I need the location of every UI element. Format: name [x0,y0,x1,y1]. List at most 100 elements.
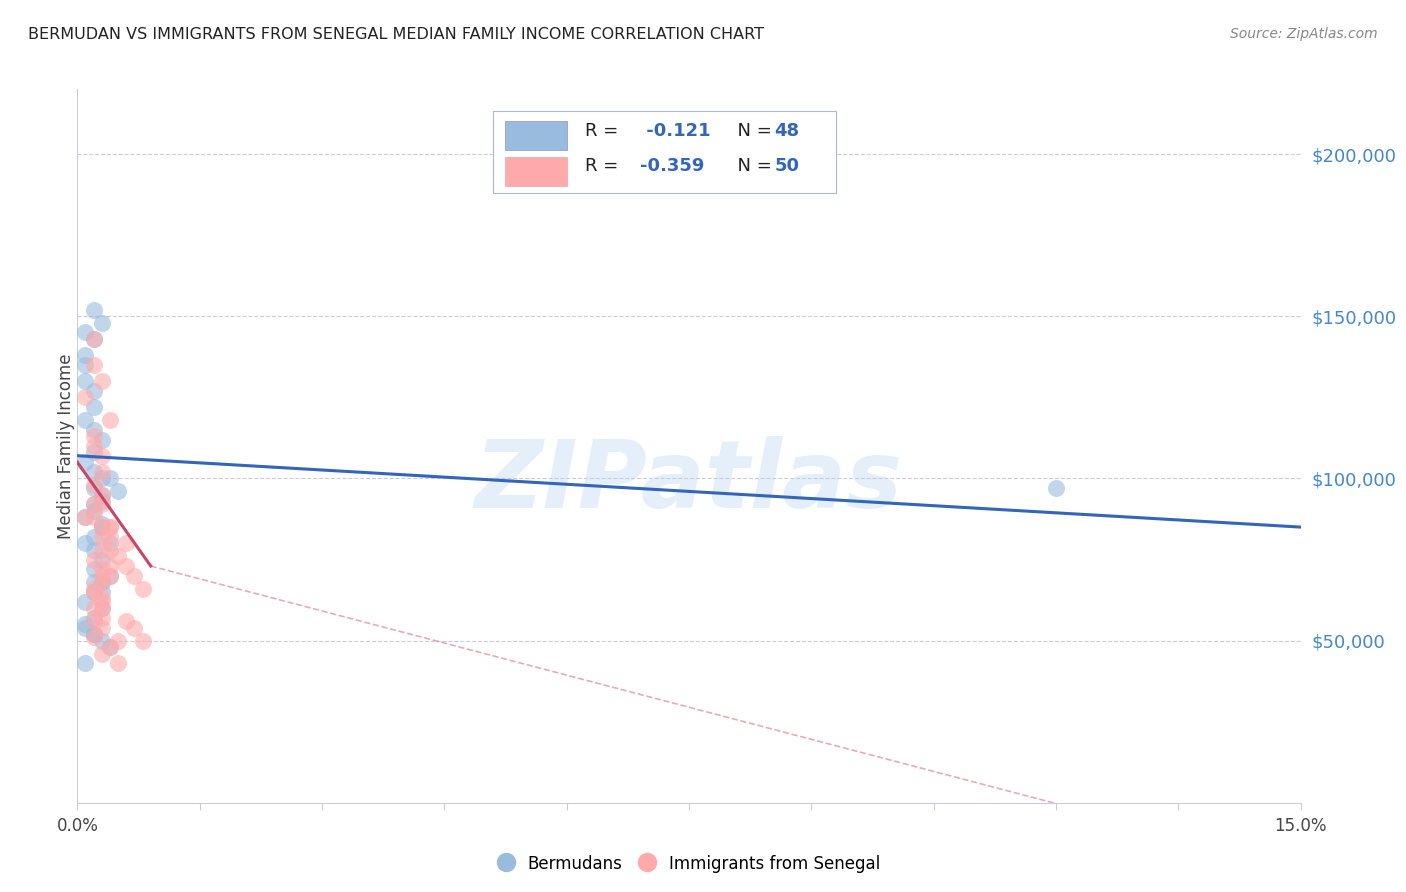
Point [90,488,112,502]
Point [83,627,105,641]
Point [124,568,146,582]
Point [115,614,138,628]
Point [107,549,129,564]
Point [90,542,112,557]
Point [83,429,105,443]
Point [115,536,138,550]
Point [115,559,138,574]
Point [83,510,105,524]
Point [90,449,112,463]
Point [90,621,112,635]
Point [90,601,112,615]
Text: R =: R = [585,157,624,175]
Point [124,621,146,635]
Point [90,530,112,544]
Point [75,455,97,469]
Point [90,433,112,447]
Point [83,627,105,641]
Legend: Bermudans, Immigrants from Senegal: Bermudans, Immigrants from Senegal [491,848,887,880]
Point [90,575,112,590]
Point [90,494,112,508]
Point [83,465,105,479]
Point [83,302,105,317]
Point [83,611,105,625]
Point [98,530,121,544]
Point [83,575,105,590]
Point [98,536,121,550]
Point [90,374,112,388]
Point [107,633,129,648]
Point [90,471,112,485]
Point [83,552,105,566]
Point [83,400,105,414]
Point [83,478,105,492]
Point [75,358,97,372]
Point [75,374,97,388]
Point [83,585,105,599]
Point [98,520,121,534]
Point [98,413,121,427]
Point [90,601,112,615]
Point [75,617,97,632]
Bar [506,121,567,150]
Point [83,358,105,372]
Text: -0.359: -0.359 [640,157,704,175]
Text: ZIPatlas: ZIPatlas [475,435,903,528]
Point [90,633,112,648]
Point [75,657,97,671]
Point [131,582,153,596]
Text: -0.121: -0.121 [640,121,710,139]
Point [90,575,112,590]
Text: BERMUDAN VS IMMIGRANTS FROM SENEGAL MEDIAN FAMILY INCOME CORRELATION CHART: BERMUDAN VS IMMIGRANTS FROM SENEGAL MEDI… [28,27,763,42]
Text: R =: R = [585,121,624,139]
Y-axis label: Median Family Income: Median Family Income [58,353,75,539]
Point [90,595,112,609]
Point [75,621,97,635]
Point [90,497,112,511]
Point [75,413,97,427]
Point [98,559,121,574]
Point [75,510,97,524]
Point [107,484,129,499]
Point [90,488,112,502]
Point [107,657,129,671]
Point [83,481,105,495]
Point [83,614,105,628]
Point [83,542,105,557]
Point [83,504,105,518]
Point [75,510,97,524]
Point [83,384,105,398]
Text: Source: ZipAtlas.com: Source: ZipAtlas.com [1230,27,1378,41]
Point [83,497,105,511]
Point [98,568,121,582]
Point [131,633,153,648]
Point [75,326,97,340]
Point [98,542,121,557]
Bar [506,157,567,186]
Point [90,568,112,582]
Point [75,348,97,362]
Point [98,640,121,654]
Point [90,647,112,661]
Point [83,530,105,544]
Point [83,497,105,511]
Point [1045,481,1067,495]
Point [98,640,121,654]
Point [90,316,112,330]
Point [98,471,121,485]
Text: N =: N = [725,121,778,139]
Point [90,562,112,576]
Point [75,595,97,609]
Point [90,585,112,599]
FancyBboxPatch shape [494,111,835,193]
Point [83,631,105,645]
Point [90,516,112,531]
Point [83,562,105,576]
Point [83,585,105,599]
Text: 48: 48 [775,121,800,139]
Point [83,332,105,346]
Point [75,390,97,404]
Text: 50: 50 [775,157,800,175]
Point [83,439,105,453]
Point [90,611,112,625]
